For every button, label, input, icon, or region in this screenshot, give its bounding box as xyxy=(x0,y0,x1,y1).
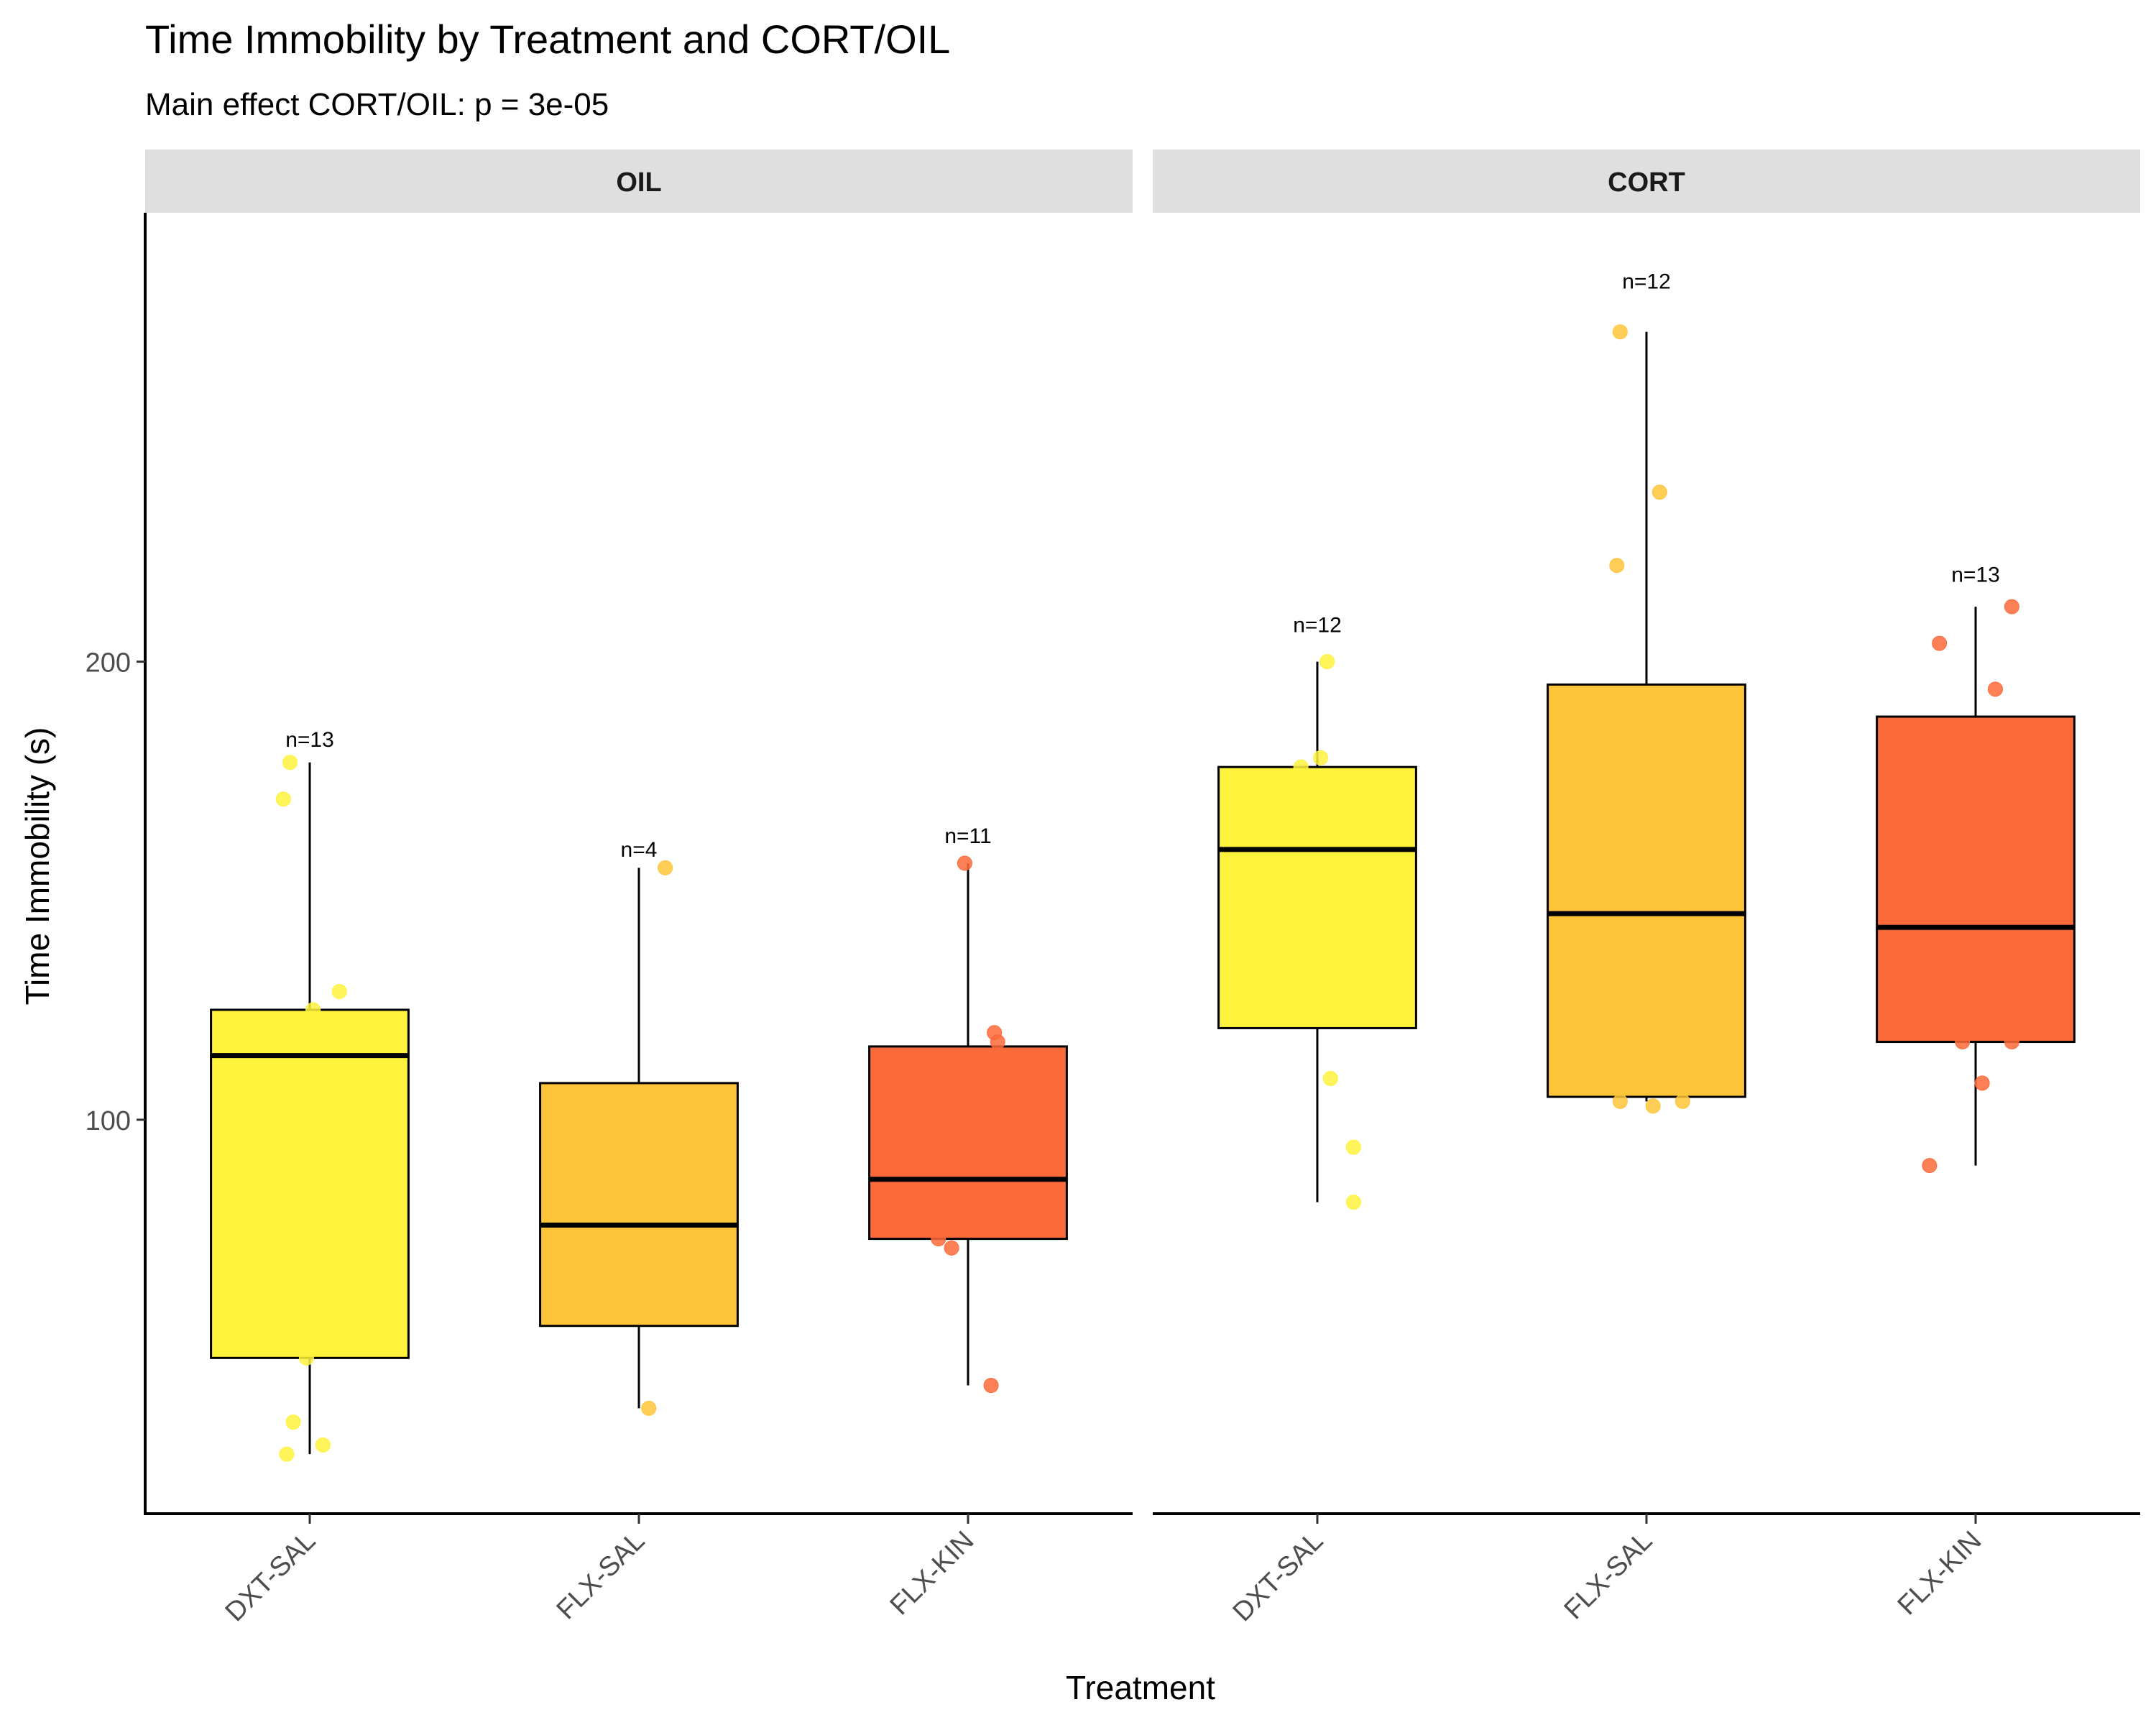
box xyxy=(539,1082,739,1328)
data-point xyxy=(1612,324,1628,340)
facet-strip-label: CORT xyxy=(1608,167,1685,198)
n-label: n=13 xyxy=(285,728,334,752)
box-group-dxt-sal: n=12 DXT-SAL xyxy=(1217,614,1417,1628)
box-group-dxt-sal: n=13 DXT-SAL xyxy=(210,728,410,1628)
box-group-flx-sal: n=4 FLX-SAL xyxy=(539,838,739,1626)
data-point xyxy=(305,1039,321,1054)
box xyxy=(1547,683,1746,1098)
facet-panel-oil: OIL n=13 DXT-SAL n=4 FLX-SAL n=11 FLX-KIN xyxy=(145,150,1133,1627)
box xyxy=(210,1008,410,1359)
data-point xyxy=(1612,1093,1628,1109)
x-tick-label: FLX-KIN xyxy=(1892,1526,1988,1622)
box xyxy=(1217,765,1417,1029)
data-point xyxy=(2004,1034,2019,1050)
facet-strip-label: OIL xyxy=(616,167,661,198)
data-point xyxy=(931,1231,946,1247)
data-point xyxy=(285,1039,301,1054)
panels: 100 200 OIL n=13 DXT-SAL n=4 FLX-SAL n=11 FLX-KI… xyxy=(86,150,2140,1627)
data-point xyxy=(1609,558,1625,574)
x-tick-label: FLX-SAL xyxy=(551,1526,651,1626)
data-point xyxy=(1322,1071,1338,1087)
data-point xyxy=(1974,1075,1990,1091)
n-label: n=11 xyxy=(944,824,991,848)
data-point xyxy=(285,1414,301,1430)
data-point xyxy=(1345,1139,1361,1155)
data-point xyxy=(1313,750,1329,765)
data-point xyxy=(1922,1158,1938,1174)
data-point xyxy=(1987,681,2003,697)
x-tick-label: FLX-KIN xyxy=(885,1526,980,1622)
x-tick-label: DXT-SAL xyxy=(1227,1526,1330,1628)
n-label: n=4 xyxy=(621,838,658,862)
y-tick-label: 200 xyxy=(86,648,131,678)
y-axis-label: Time Immobility (s) xyxy=(19,727,56,1006)
data-point xyxy=(957,855,972,871)
data-point xyxy=(1674,1093,1690,1109)
box xyxy=(1876,715,2076,1044)
data-point xyxy=(1645,1098,1661,1114)
data-point xyxy=(298,1350,314,1366)
facet-strip xyxy=(145,150,1133,213)
data-point xyxy=(983,1378,999,1394)
data-point xyxy=(331,983,347,999)
box-group-flx-kin: n=13 FLX-KIN xyxy=(1876,563,2076,1622)
data-point xyxy=(2004,599,2019,615)
facet-strip xyxy=(1153,150,2140,213)
box-group-flx-sal: n=12 FLX-SAL xyxy=(1547,270,1746,1626)
x-tick-label: FLX-SAL xyxy=(1559,1526,1659,1626)
data-point xyxy=(279,1446,295,1462)
n-label: n=13 xyxy=(1951,563,2000,586)
data-point xyxy=(944,1240,959,1256)
box xyxy=(868,1045,1068,1241)
data-point xyxy=(282,755,298,770)
data-point xyxy=(305,1002,321,1018)
x-axis-label: Treatment xyxy=(1066,1669,1215,1706)
data-point xyxy=(1932,635,1948,651)
data-point xyxy=(1319,654,1335,670)
n-label: n=12 xyxy=(1622,270,1671,294)
data-point xyxy=(1651,484,1667,500)
data-point xyxy=(1955,1034,1971,1050)
n-label: n=12 xyxy=(1293,614,1342,638)
data-point xyxy=(275,791,291,807)
facet-panel-cort: CORT n=12 DXT-SAL n=12 FLX-SAL n=13 FLX-KIN xyxy=(1153,150,2140,1627)
data-point xyxy=(315,1437,331,1453)
data-point xyxy=(658,860,673,875)
data-point xyxy=(1293,759,1309,775)
chart-subtitle: Main effect CORT/OIL: p = 3e-05 xyxy=(145,87,609,122)
box-group-flx-kin: n=11 FLX-KIN xyxy=(868,824,1068,1622)
data-point xyxy=(990,1034,1005,1050)
data-point xyxy=(1345,1195,1361,1210)
data-point xyxy=(641,1400,657,1416)
x-tick-label: DXT-SAL xyxy=(220,1526,322,1628)
chart-title: Time Immobility by Treatment and CORT/OI… xyxy=(145,17,950,62)
y-tick-label: 100 xyxy=(86,1106,131,1136)
